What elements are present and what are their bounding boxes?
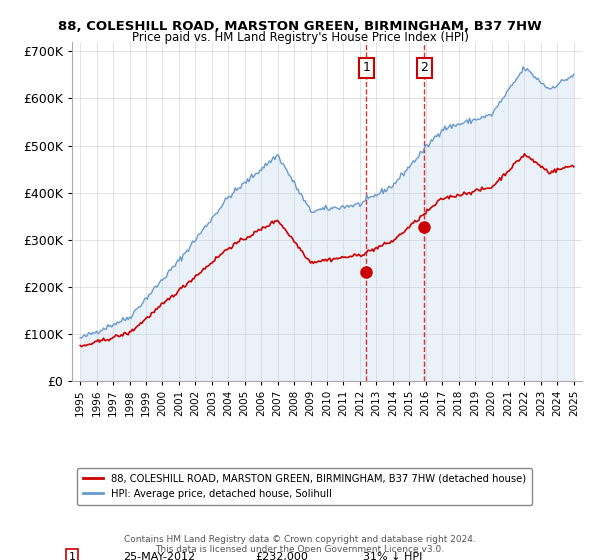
Text: 1: 1 xyxy=(68,552,76,560)
Text: 88, COLESHILL ROAD, MARSTON GREEN, BIRMINGHAM, B37 7HW: 88, COLESHILL ROAD, MARSTON GREEN, BIRMI… xyxy=(58,20,542,32)
Text: £232,000: £232,000 xyxy=(256,552,308,560)
Text: 25-MAY-2012: 25-MAY-2012 xyxy=(123,552,195,560)
Legend: 88, COLESHILL ROAD, MARSTON GREEN, BIRMINGHAM, B37 7HW (detached house), HPI: Av: 88, COLESHILL ROAD, MARSTON GREEN, BIRMI… xyxy=(77,468,532,505)
Text: Contains HM Land Registry data © Crown copyright and database right 2024.
This d: Contains HM Land Registry data © Crown c… xyxy=(124,535,476,554)
Text: 1: 1 xyxy=(362,62,370,74)
Text: Price paid vs. HM Land Registry's House Price Index (HPI): Price paid vs. HM Land Registry's House … xyxy=(131,31,469,44)
Text: 31% ↓ HPI: 31% ↓ HPI xyxy=(362,552,422,560)
Text: 2: 2 xyxy=(421,62,428,74)
